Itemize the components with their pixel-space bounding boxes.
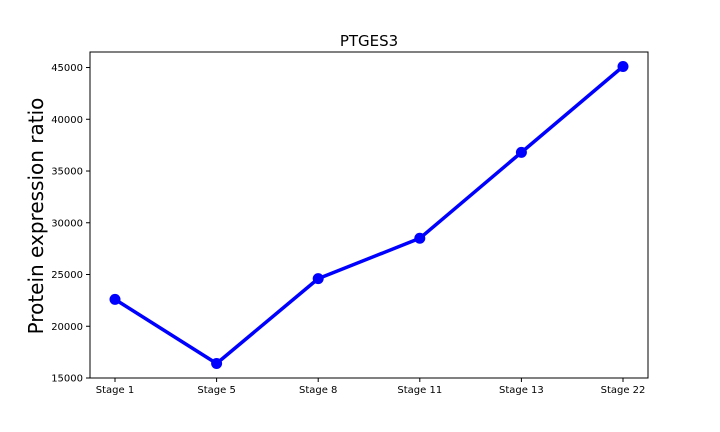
data-point bbox=[312, 273, 324, 285]
y-tick-label: 45000 bbox=[51, 63, 83, 74]
chart-title: PTGES3 bbox=[340, 32, 398, 50]
data-point bbox=[109, 293, 121, 305]
x-tick-label: Stage 11 bbox=[397, 385, 442, 396]
x-tick-label: Stage 22 bbox=[601, 385, 646, 396]
plot-frame bbox=[89, 51, 649, 379]
series-line bbox=[113, 64, 625, 366]
y-tick-label: 30000 bbox=[51, 218, 83, 229]
data-point bbox=[617, 60, 629, 72]
x-tick-label: Stage 5 bbox=[197, 385, 235, 396]
x-tick-label: Stage 1 bbox=[96, 385, 134, 396]
y-axis: 15000 20000 25000 30000 35000 40000 45000 bbox=[51, 63, 90, 385]
x-tick-label: Stage 8 bbox=[299, 385, 337, 396]
series-group bbox=[109, 60, 629, 370]
x-axis: Stage 1 Stage 5 Stage 8 Stage 11 Stage 13 Sta… bbox=[96, 378, 646, 396]
data-point bbox=[414, 232, 426, 244]
x-tick-label: Stage 13 bbox=[499, 385, 544, 396]
data-point bbox=[515, 146, 527, 158]
y-tick-label: 20000 bbox=[51, 322, 83, 333]
y-axis-label: Protein expression ratio bbox=[24, 98, 48, 335]
y-tick-label: 40000 bbox=[51, 115, 83, 126]
y-tick-label: 35000 bbox=[51, 167, 83, 178]
y-tick-label: 25000 bbox=[51, 270, 83, 281]
y-tick-label: 15000 bbox=[51, 374, 83, 385]
data-point bbox=[211, 358, 223, 370]
